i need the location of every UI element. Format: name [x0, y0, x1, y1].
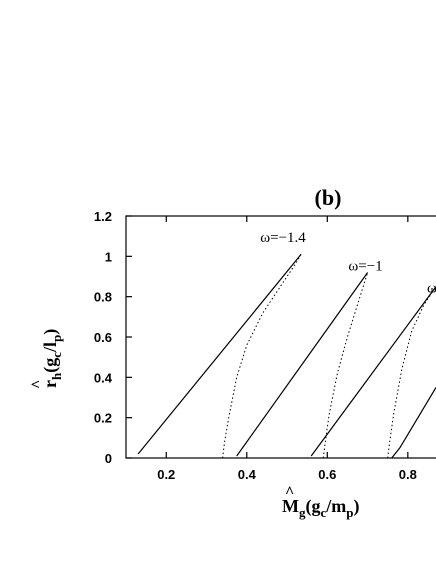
- y-tick-label: 0.8: [94, 290, 112, 305]
- x-axis-ticks: 0.2 0.4 0.6 0.8: [157, 216, 417, 482]
- annotation-2: ω: [427, 281, 436, 297]
- y-axis-label-main: r: [40, 380, 60, 388]
- plot-frame: [125, 215, 436, 459]
- y-axis-label-close: ): [40, 329, 61, 335]
- dotted-curve-3: [322, 272, 369, 459]
- y-tick-label: 1: [105, 249, 112, 264]
- x-tick-label: 0.2: [157, 467, 175, 482]
- x-axis-label-hat: ^: [285, 484, 294, 501]
- annotation-0: ω=−1.4: [260, 230, 306, 246]
- y-axis-label-group: rh(gc/lp) ^: [29, 329, 64, 389]
- x-axis-label-rest2: /m: [325, 496, 346, 516]
- x-axis-label: Mg(gc/mp): [282, 496, 360, 520]
- solid-line-4: [310, 286, 436, 457]
- y-axis-label-rest2: /l: [40, 342, 60, 353]
- y-tick-label: 0: [105, 451, 112, 466]
- chart-title: (b): [315, 185, 342, 210]
- solid-line-6: [391, 387, 436, 459]
- y-axis-label-rest: (g: [40, 358, 61, 373]
- x-axis-label-sub2: c: [321, 505, 327, 520]
- y-axis-ticks: 0 0.2 0.4 0.6 0.8 1 1.2: [94, 209, 132, 466]
- x-axis-label-main: M: [282, 496, 299, 516]
- x-axis-label-sub3: p: [346, 505, 353, 520]
- y-axis-label-sub2: c: [49, 352, 64, 358]
- y-axis-label: rh(gc/lp): [40, 329, 64, 388]
- solid-line-2: [236, 272, 369, 457]
- x-axis-label-sub: g: [299, 505, 306, 520]
- dotted-curve-5: [387, 286, 436, 459]
- y-tick-label: 0.4: [94, 370, 113, 385]
- annotations: ω=−1.4 ω=−1 ω: [260, 230, 436, 296]
- x-tick-label: 0.6: [318, 467, 336, 482]
- x-tick-label: 0.8: [399, 467, 417, 482]
- y-axis-label-hat: ^: [29, 380, 46, 389]
- y-tick-label: 1.2: [94, 209, 112, 224]
- annotation-1: ω=−1: [348, 258, 382, 274]
- y-tick-label: 0.2: [94, 411, 112, 426]
- axes: [125, 215, 436, 459]
- dotted-curve-1: [222, 254, 302, 459]
- x-tick-label: 0.4: [238, 467, 257, 482]
- x-axis-label-close: ): [354, 496, 360, 517]
- x-axis-label-rest: (g: [306, 496, 321, 517]
- series-group: [137, 253, 436, 459]
- y-tick-label: 0.6: [94, 330, 112, 345]
- solid-line-0: [137, 253, 302, 455]
- y-axis-label-sub: h: [49, 372, 64, 380]
- y-axis-label-sub3: p: [49, 335, 64, 342]
